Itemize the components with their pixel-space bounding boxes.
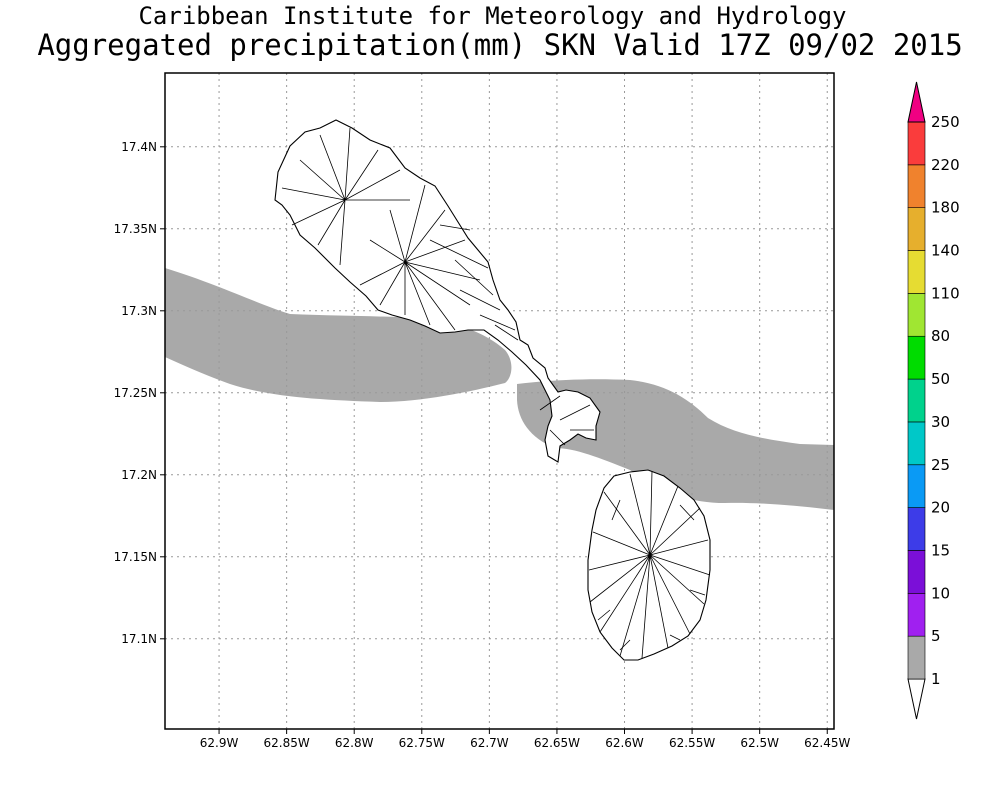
colorbar-label: 140 <box>931 242 960 260</box>
colorbar-swatch <box>907 550 926 594</box>
colorbar-swatch <box>907 335 926 380</box>
colorbar-swatch <box>907 293 926 337</box>
x-tick-label: 62.55W <box>669 736 715 750</box>
colorbar-label: 50 <box>931 370 950 388</box>
y-tick-label: 17.2N <box>121 468 157 482</box>
x-tick-label: 62.9W <box>200 736 239 750</box>
island-nevis <box>587 469 711 661</box>
y-axis: 17.4N 17.35N 17.3N 17.25N 17.2N 17.15N 17.1N <box>114 140 165 646</box>
colorbar-arrow-low <box>907 678 926 720</box>
colorbar-label: 220 <box>931 156 960 174</box>
x-axis: 62.9W 62.85W 62.8W 62.75W 62.7W 62.65W 62.6W 62… <box>200 729 850 750</box>
x-tick-label: 62.5W <box>740 736 779 750</box>
y-tick-label: 17.15N <box>114 550 157 564</box>
colorbar-label: 10 <box>931 584 950 602</box>
colorbar-label: 5 <box>931 627 941 645</box>
colorbar-label: 250 <box>931 113 960 131</box>
colorbar-arrow-high <box>907 81 926 123</box>
colorbar-swatch <box>907 635 926 680</box>
island-st-kitts <box>274 119 601 463</box>
y-tick-label: 17.35N <box>114 222 157 236</box>
colorbar-swatch <box>907 250 926 294</box>
st-kitts-drainage <box>281 127 594 446</box>
map-frame <box>164 72 835 730</box>
colorbar-swatch <box>907 207 926 251</box>
map-plot-area <box>165 73 834 729</box>
x-tick-label: 62.6W <box>605 736 644 750</box>
colorbar-swatch <box>907 164 926 208</box>
nevis-drainage <box>588 470 711 659</box>
colorbar-swatch <box>907 421 926 466</box>
x-tick-label: 62.7W <box>470 736 509 750</box>
y-tick-label: 17.4N <box>121 140 157 154</box>
x-tick-label: 62.75W <box>399 736 445 750</box>
x-tick-label: 62.8W <box>335 736 374 750</box>
colorbar-swatch <box>907 507 926 551</box>
colorbar-swatch <box>907 464 926 508</box>
chart-title-line1: Caribbean Institute for Meteorology and … <box>138 2 847 30</box>
colorbar-label: 15 <box>931 541 950 559</box>
y-tick-label: 17.25N <box>114 386 157 400</box>
colorbar-label: 80 <box>931 327 950 345</box>
y-tick-label: 17.3N <box>121 304 157 318</box>
colorbar-swatch <box>907 121 926 166</box>
chart-title-line2: Aggregated precipitation(mm) SKN Valid 1… <box>37 28 963 62</box>
colorbar-label: 30 <box>931 413 950 431</box>
x-tick-label: 62.85W <box>264 736 310 750</box>
precip-band-west <box>165 268 512 402</box>
x-tick-label: 62.65W <box>534 736 580 750</box>
colorbar-label: 110 <box>931 284 960 302</box>
colorbar-label: 180 <box>931 199 960 217</box>
colorbar-label: 1 <box>931 670 941 688</box>
colorbar-swatch <box>907 593 926 637</box>
y-tick-label: 17.1N <box>121 632 157 646</box>
colorbar-label: 20 <box>931 499 950 517</box>
colorbar-label: 25 <box>931 456 950 474</box>
x-tick-label: 62.45W <box>804 736 850 750</box>
colorbar-swatch <box>907 378 926 423</box>
st-kitts-coastline <box>274 119 601 463</box>
